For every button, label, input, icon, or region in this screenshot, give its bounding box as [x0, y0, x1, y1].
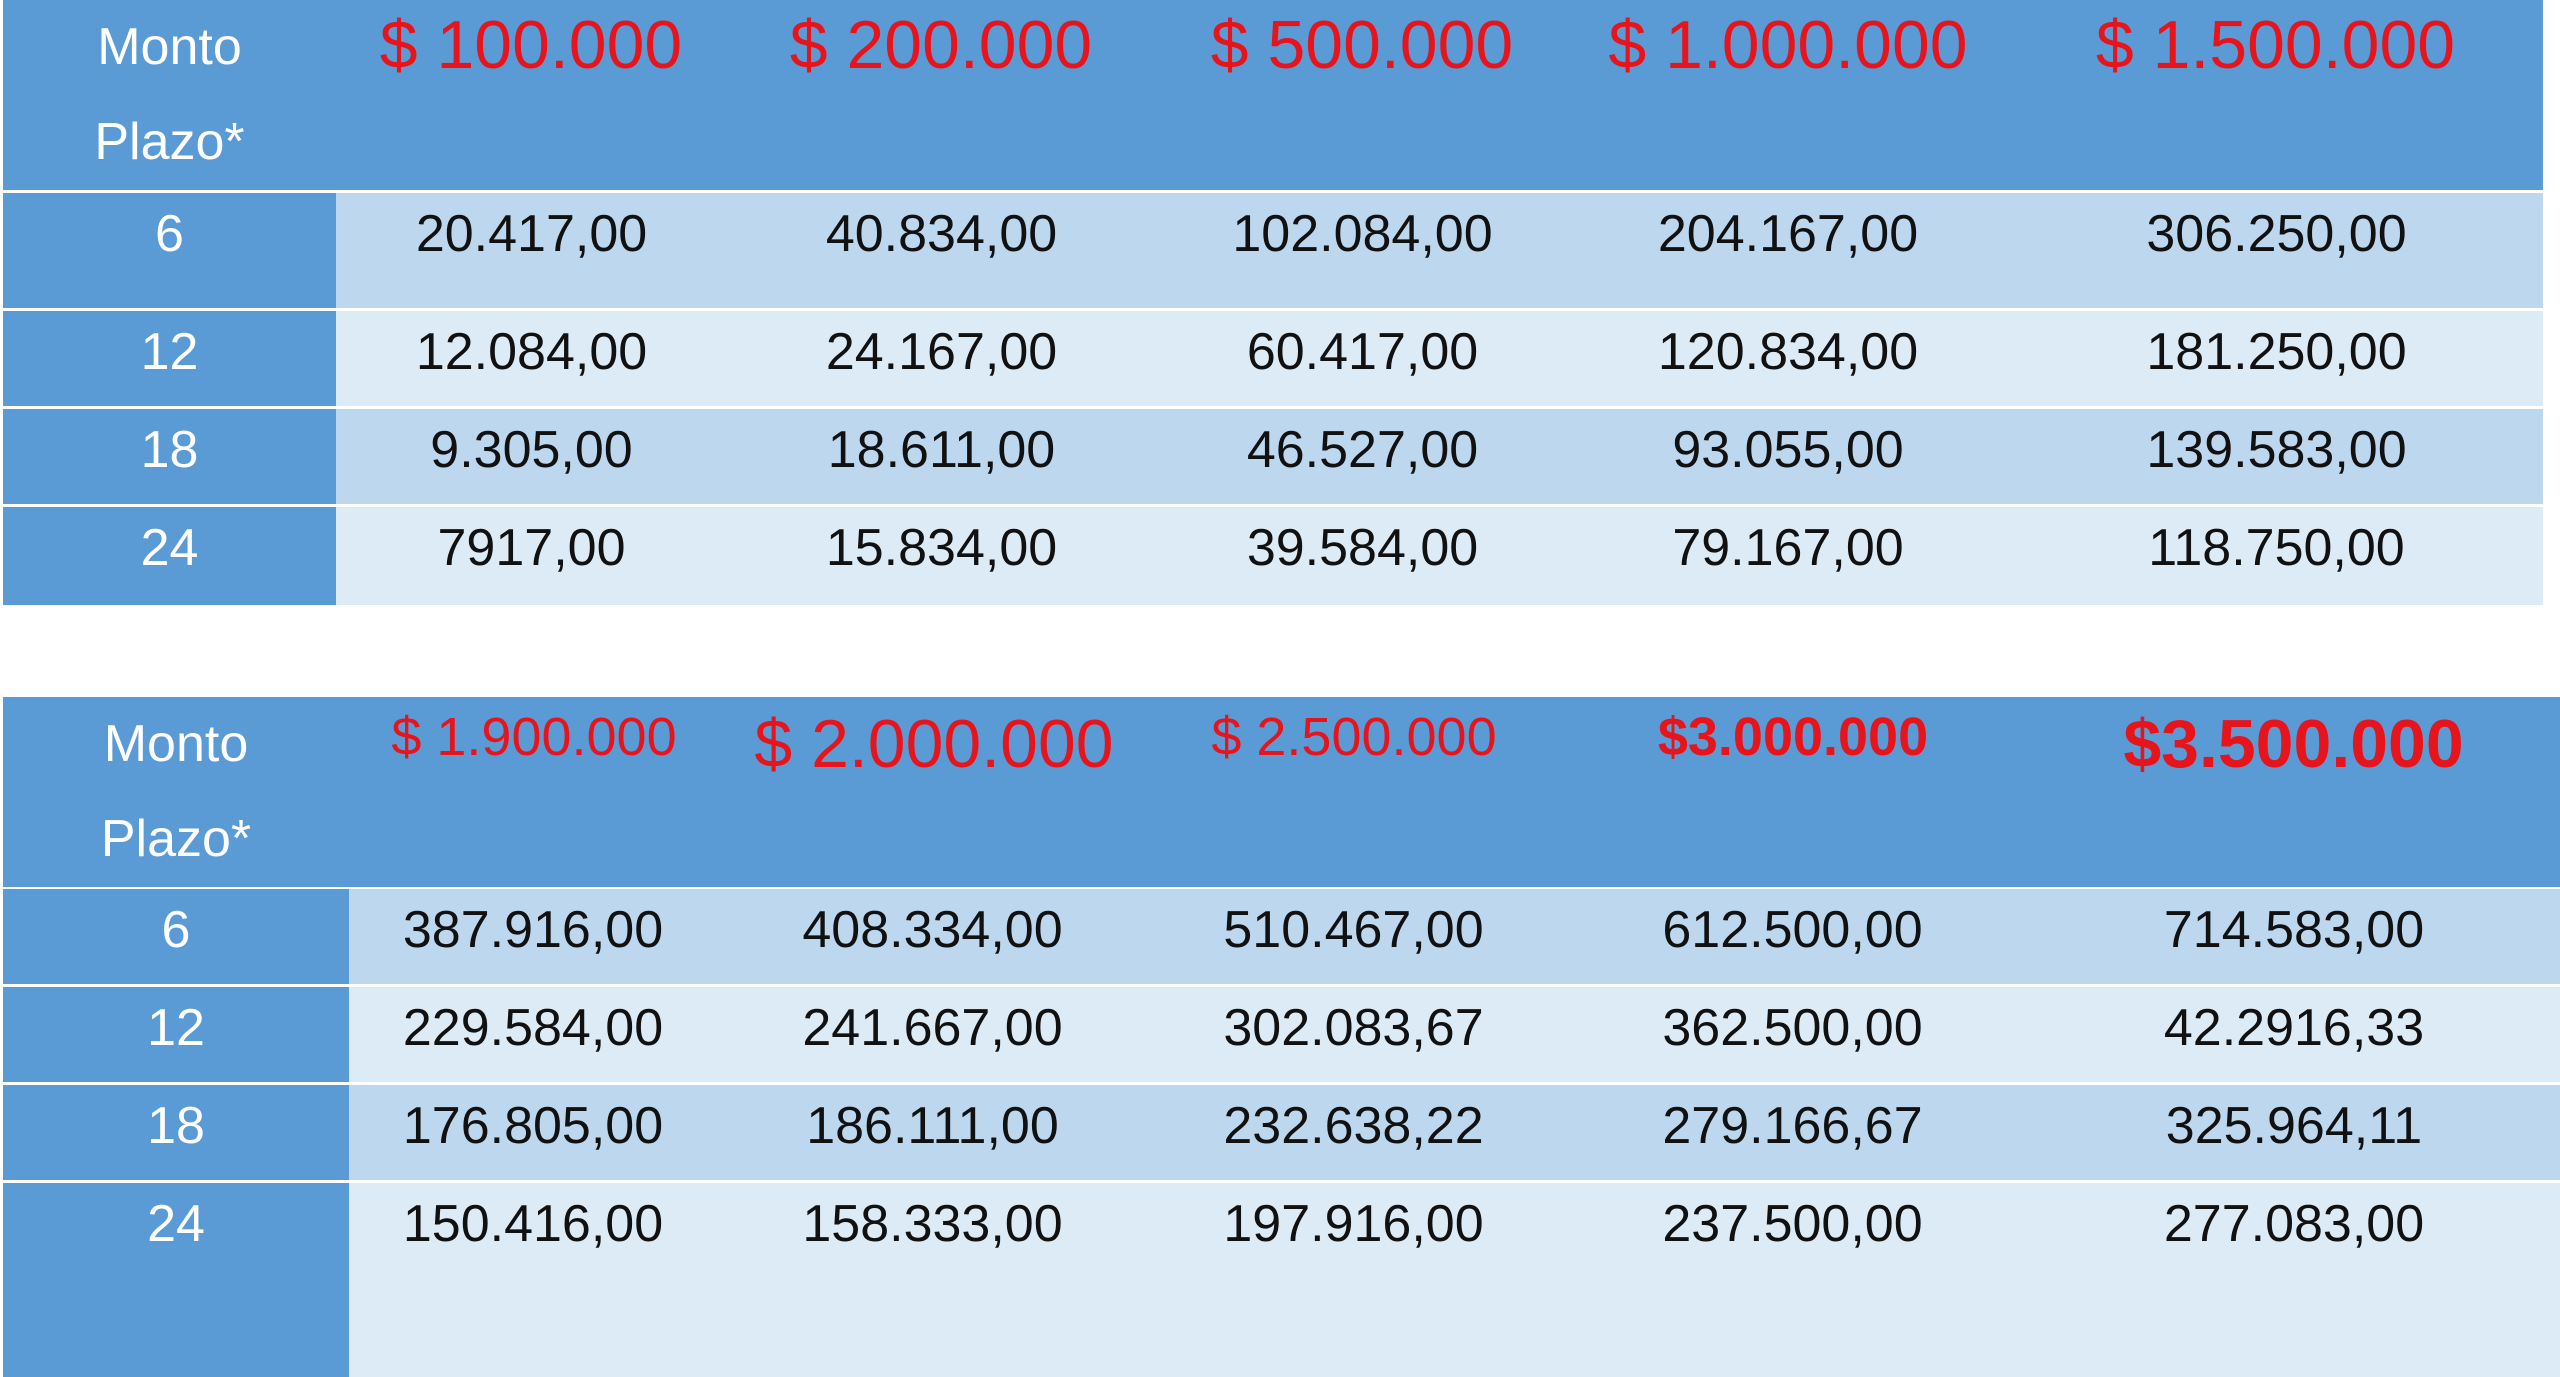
table-cell: 139.583,00 [2146, 421, 2407, 479]
amount-header: $ 2.000.000 [754, 706, 1114, 782]
plazo-cell: 18 [3, 1085, 349, 1180]
table-cell: 20.417,00 [415, 205, 648, 263]
amount-header: $ 2.500.000 [1211, 707, 1497, 767]
plazo-cell: 6 [3, 889, 349, 984]
table-cell: 279.166,67 [1662, 1097, 1923, 1155]
table-cell: 118.750,00 [2148, 519, 2405, 577]
table-cell: 306.250,00 [2146, 205, 2407, 263]
amount-header: $ 500.000 [1210, 7, 1514, 83]
payment-table-2: Monto Plazo* $ 1.900.000 $ 2.000.000 $ 2… [3, 697, 2560, 1377]
table-row: 18 9.305,00 18.611,00 46.527,00 93.055,0… [3, 409, 2543, 504]
monto-label: Monto [103, 715, 249, 773]
table-row: 6 20.417,00 40.834,00 102.084,00 204.167… [3, 193, 2543, 308]
table-cell: 362.500,00 [1662, 999, 1923, 1057]
plazo-cell: 12 [3, 311, 336, 406]
table-cell: 387.916,00 [402, 901, 664, 959]
table-cell: 40.834,00 [825, 205, 1058, 263]
table-cell: 93.055,00 [1672, 421, 1904, 479]
table-header: Monto Plazo* $ 100.000 $ 200.000 $ 500.0… [3, 0, 2543, 190]
table-cell: 302.083,67 [1223, 999, 1484, 1057]
table-cell: 612.500,00 [1662, 901, 1923, 959]
table-cell: 60.417,00 [1246, 323, 1479, 381]
plazo-label: Plazo* [100, 810, 252, 868]
monto-label: Monto [97, 18, 242, 76]
table-cell: 197.916,00 [1223, 1195, 1484, 1253]
plazo-cell: 18 [3, 409, 336, 504]
amount-header: $ 1.900.000 [391, 707, 677, 767]
amount-header: $ 100.000 [379, 7, 683, 83]
table-cell: 46.527,00 [1246, 421, 1479, 479]
table-cell: 186.111,00 [806, 1097, 1059, 1155]
table-cell: 510.467,00 [1223, 901, 1484, 959]
plazo-cell: 24 [3, 1183, 349, 1377]
table-row: 24 150.416,00 158.333,00 197.916,00 237.… [3, 1183, 2560, 1377]
plazo-label: Plazo* [94, 113, 245, 171]
table-cell: 9.305,00 [430, 421, 633, 479]
table-cell: 408.334,00 [802, 901, 1063, 959]
amount-header: $ 200.000 [789, 7, 1093, 83]
plazo-cell: 12 [3, 987, 349, 1082]
payment-table-1: Monto Plazo* $ 100.000 $ 200.000 $ 500.0… [3, 0, 2543, 605]
table-cell: 39.584,00 [1246, 519, 1479, 577]
table-cell: 714.583,00 [2163, 901, 2425, 959]
table-row: 6 387.916,00 408.334,00 510.467,00 612.5… [3, 889, 2560, 984]
table-cell: 158.333,00 [802, 1195, 1063, 1253]
table-cell: 7917,00 [437, 519, 626, 577]
table-cell: 325.964,11 [2165, 1097, 2423, 1155]
table-cell: 232.638,22 [1223, 1097, 1484, 1155]
table-row: 12 229.584,00 241.667,00 302.083,67 362.… [3, 987, 2560, 1082]
table-cell: 24.167,00 [825, 323, 1058, 381]
amount-header: $ 1.500.000 [2095, 7, 2456, 83]
table-cell: 204.167,00 [1657, 205, 1919, 263]
table-cell: 176.805,00 [402, 1097, 664, 1155]
plazo-cell: 24 [3, 507, 336, 605]
table-row: 12 12.084,00 24.167,00 60.417,00 120.834… [3, 311, 2543, 406]
table-cell: 237.500,00 [1662, 1195, 1923, 1253]
table-cell: 102.084,00 [1232, 205, 1493, 263]
table-cell: 79.167,00 [1672, 519, 1904, 577]
table-row: 18 176.805,00 186.111,00 232.638,22 279.… [3, 1085, 2560, 1180]
table-cell: 229.584,00 [402, 999, 664, 1057]
table-cell: 241.667,00 [802, 999, 1063, 1057]
amount-header: $3.500.000 [2123, 706, 2464, 782]
table-row: 24 7917,00 15.834,00 39.584,00 79.167,00… [3, 507, 2543, 605]
table-header: Monto Plazo* $ 1.900.000 $ 2.000.000 $ 2… [3, 697, 2560, 887]
table-cell: 12.084,00 [415, 323, 648, 381]
table-cell: 120.834,00 [1657, 323, 1919, 381]
amount-header: $3.000.000 [1657, 707, 1929, 767]
table-cell: 15.834,00 [825, 519, 1058, 577]
amount-header: $ 1.000.000 [1608, 7, 1968, 83]
table-cell: 181.250,00 [2146, 323, 2407, 381]
table-cell: 277.083,00 [2163, 1195, 2425, 1253]
table-cell: 18.611,00 [827, 421, 1056, 479]
table-cell: 42.2916,33 [2163, 999, 2425, 1057]
table-cell: 150.416,00 [402, 1195, 664, 1253]
plazo-cell: 6 [3, 193, 336, 308]
